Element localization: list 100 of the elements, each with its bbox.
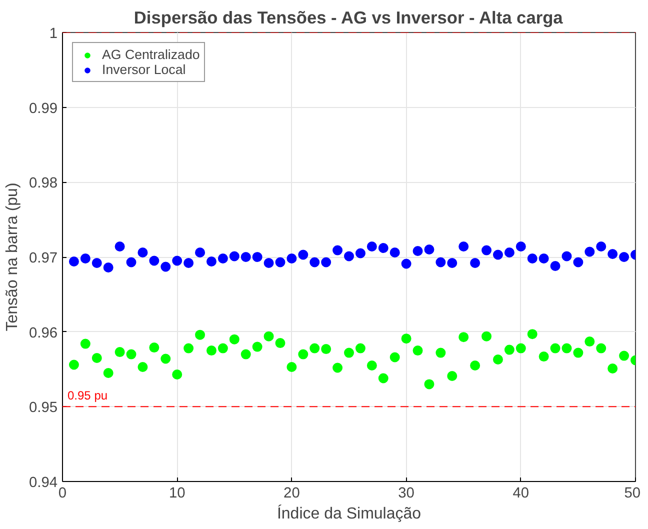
point	[584, 246, 595, 257]
point	[126, 257, 136, 268]
point	[160, 262, 171, 272]
point	[264, 331, 274, 342]
point	[527, 254, 538, 264]
ref-line-label: 0.95 pu	[68, 388, 108, 403]
point	[138, 248, 148, 258]
point	[206, 256, 216, 266]
point	[321, 257, 332, 268]
point	[286, 362, 297, 372]
point	[149, 342, 160, 353]
x-tick-label: 40	[512, 486, 530, 502]
point	[424, 379, 434, 390]
point	[482, 245, 492, 256]
point	[447, 370, 458, 381]
point	[516, 343, 526, 354]
point	[310, 257, 320, 268]
point	[321, 344, 332, 354]
x-tick-label: 30	[398, 486, 414, 502]
point	[608, 364, 618, 374]
point	[470, 360, 480, 370]
y-tick-label: 0.97	[28, 250, 58, 266]
point	[378, 373, 388, 384]
point	[286, 254, 297, 264]
point	[436, 257, 446, 268]
point	[550, 260, 560, 271]
point	[436, 348, 446, 358]
point	[378, 243, 388, 254]
point	[184, 343, 194, 354]
point	[470, 258, 480, 268]
point	[275, 338, 286, 348]
y-tick-label: 0.98	[28, 176, 58, 192]
x-tick-label: 0	[58, 486, 67, 502]
point	[195, 248, 206, 258]
point	[573, 257, 584, 268]
point	[332, 362, 343, 373]
x-tick-label: 50	[624, 486, 641, 502]
point	[92, 258, 102, 268]
point	[412, 346, 423, 356]
point	[355, 248, 366, 258]
point	[390, 248, 400, 258]
point	[596, 343, 606, 354]
point	[298, 349, 308, 360]
point	[482, 331, 492, 342]
point	[504, 248, 514, 258]
legend-label: AG Centralizado	[102, 47, 200, 62]
point	[412, 246, 423, 256]
x-tick-label: 20	[284, 486, 300, 502]
point	[619, 252, 630, 262]
point	[80, 338, 90, 349]
y-tick-label: 0.94	[28, 475, 58, 491]
point	[332, 245, 343, 256]
point	[160, 354, 171, 364]
point	[103, 368, 114, 378]
point	[366, 360, 377, 370]
point	[229, 251, 240, 262]
point	[458, 332, 469, 342]
point	[492, 354, 503, 365]
point	[366, 242, 377, 252]
point	[596, 242, 606, 252]
point	[126, 349, 136, 360]
point	[516, 242, 526, 252]
chart-title: Dispersão das Tensões - AG vs Inversor - Alta carga	[134, 8, 564, 28]
point	[138, 362, 148, 372]
point	[424, 244, 434, 255]
point	[172, 256, 182, 266]
point	[492, 250, 503, 260]
point	[206, 346, 216, 356]
point	[114, 242, 125, 252]
point	[504, 344, 514, 355]
point	[310, 343, 320, 354]
point	[264, 258, 274, 268]
point	[538, 352, 549, 362]
point	[114, 347, 125, 358]
y-tick-label: 0.95	[28, 400, 58, 416]
point	[573, 348, 584, 358]
point	[252, 252, 262, 262]
point	[344, 348, 354, 358]
point	[172, 369, 182, 380]
x-tick-label: 10	[168, 486, 186, 502]
point	[80, 254, 90, 264]
point	[92, 353, 102, 364]
point	[355, 343, 366, 354]
point	[240, 349, 251, 360]
point	[538, 254, 549, 264]
point	[562, 343, 572, 354]
x-axis-title: Índice da Simulação	[276, 504, 422, 522]
point	[527, 329, 538, 340]
point	[252, 342, 262, 352]
point	[344, 251, 354, 262]
point	[68, 360, 79, 370]
point	[401, 334, 412, 344]
point	[298, 250, 308, 260]
point	[103, 262, 114, 272]
legend-label: Inversor Local	[102, 62, 186, 77]
point	[401, 258, 412, 269]
point	[184, 258, 194, 268]
y-tick-label: 0.96	[28, 325, 58, 342]
point	[240, 252, 251, 262]
point	[275, 257, 286, 268]
